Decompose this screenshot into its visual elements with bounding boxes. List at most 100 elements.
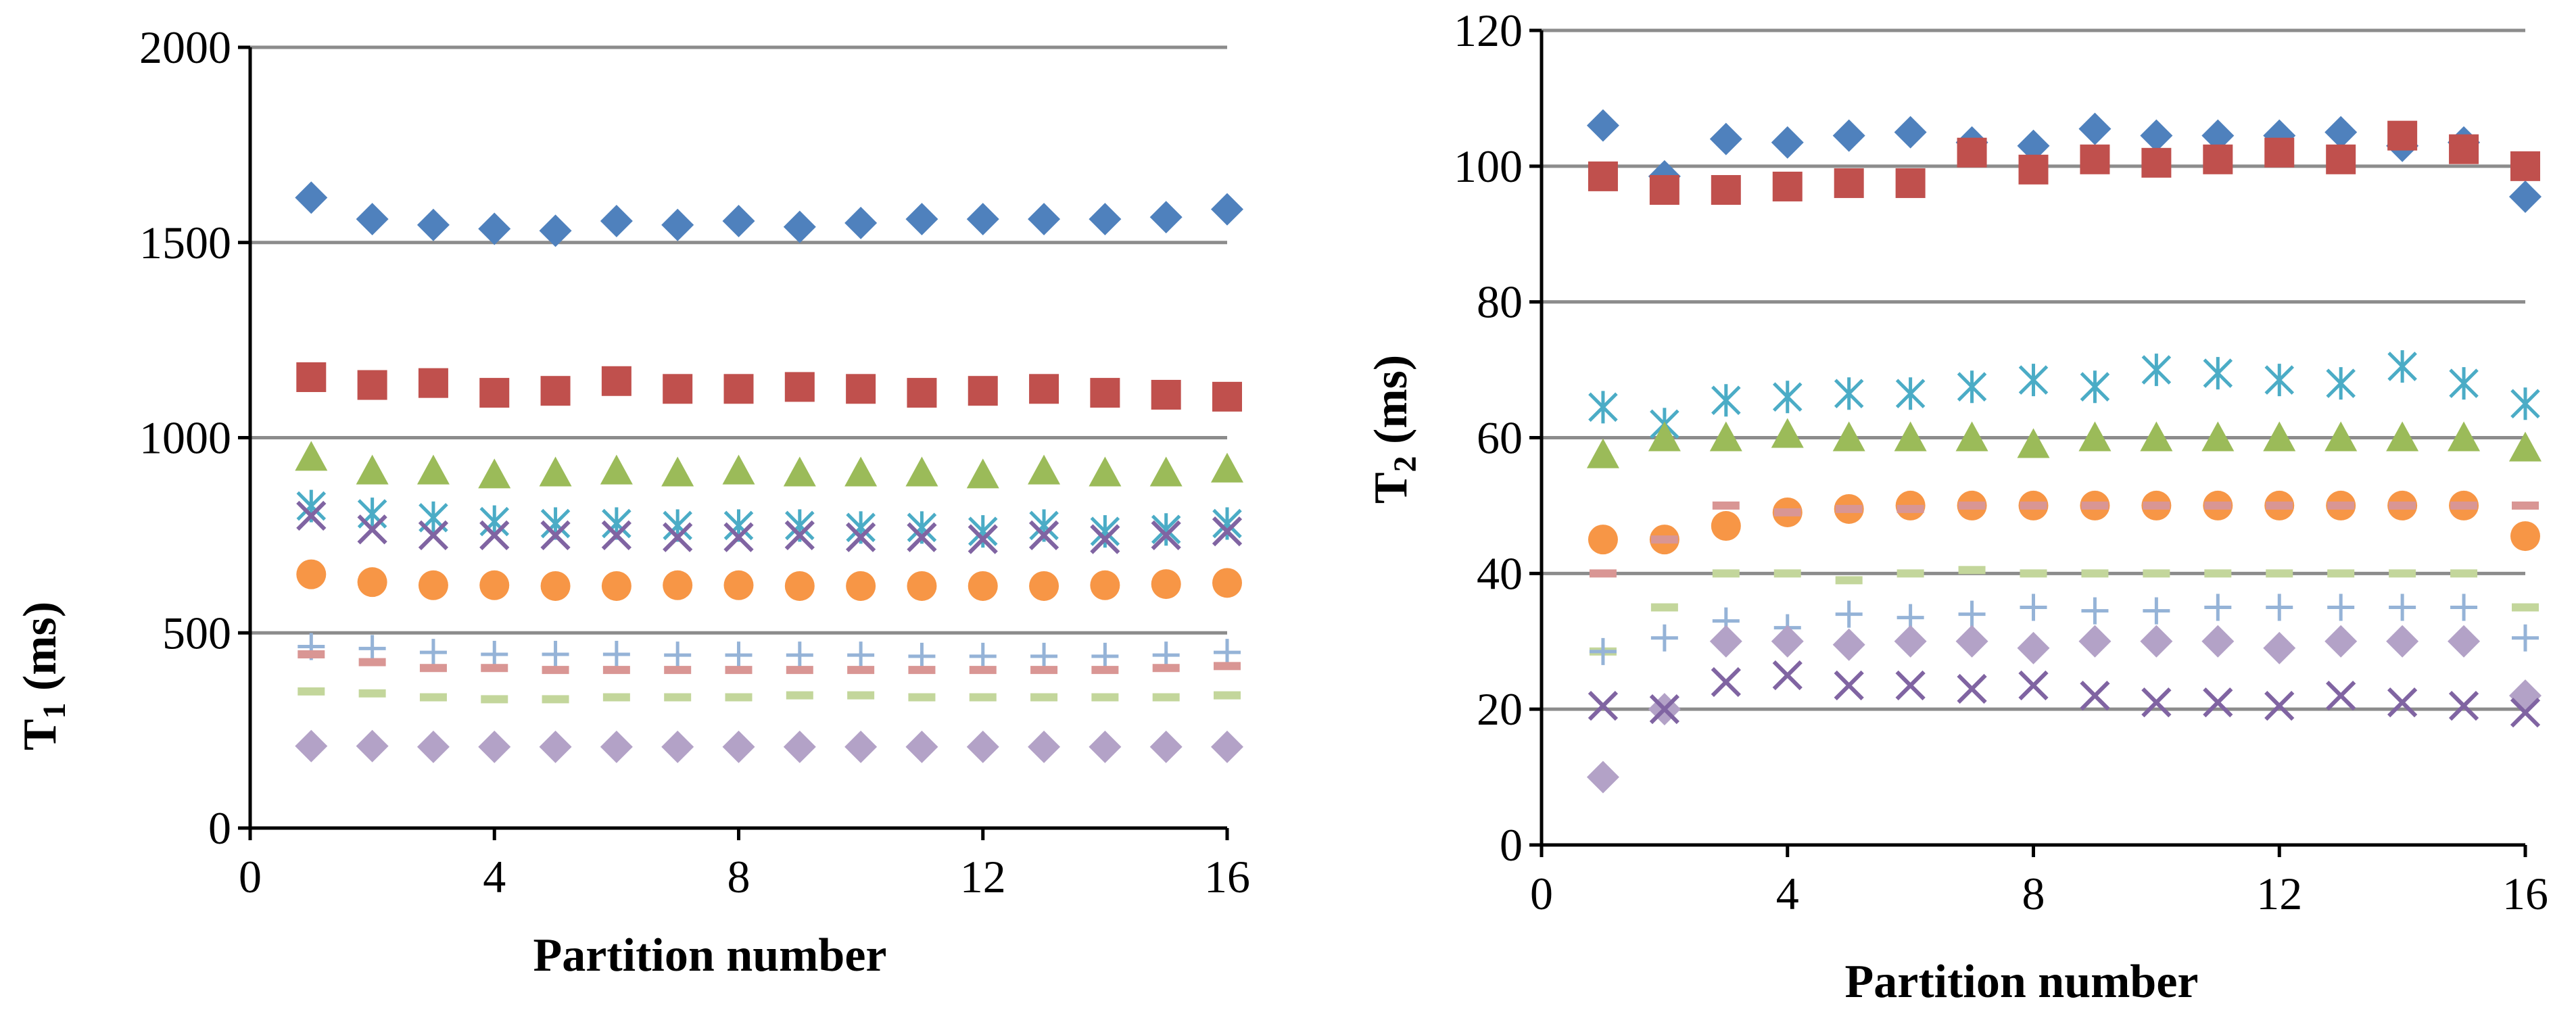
t2-point-triangle-green-11 [2201, 421, 2235, 452]
t2-point-dash-pink-11 [2204, 501, 2232, 510]
t1-point-square-red-5 [540, 376, 571, 406]
t2-point-plus-lightblue-15 [2450, 593, 2478, 621]
t2-point-star-cyan-3 [1711, 384, 1741, 417]
t1-y-tick-label-1000: 1000 [139, 412, 231, 464]
t2-point-plus-lightblue-16 [2512, 624, 2539, 652]
t2-point-diamond-blue-4 [1771, 126, 1804, 159]
t1-point-dash-lightgreen-14 [1091, 693, 1119, 702]
t1-point-dash-pink-9 [786, 666, 813, 675]
t2-point-square-red-9 [2080, 144, 2110, 174]
t1-point-x-purple-7 [663, 522, 693, 552]
t2-x-tick-label-12: 12 [2256, 868, 2302, 919]
t2-point-dash-lightgreen-5 [1835, 576, 1863, 585]
t1-point-diamond-blue-16 [1211, 193, 1243, 226]
t2-point-diamond-lavender-3 [1709, 625, 1742, 658]
t2-point-diamond-lavender-10 [2140, 625, 2173, 658]
t1-point-dash-pink-14 [1091, 666, 1119, 675]
t1-point-dash-lightgreen-11 [908, 693, 936, 702]
t2-point-plus-lightblue-9 [2081, 597, 2109, 625]
t2-point-circle-orange-1 [1588, 525, 1618, 555]
t1-point-triangle-green-14 [1089, 456, 1122, 487]
t1-point-square-red-14 [1090, 378, 1120, 408]
t2-point-diamond-lavender-8 [2017, 631, 2050, 664]
t1-point-circle-orange-13 [1029, 571, 1059, 601]
t2-point-dash-pink-16 [2512, 501, 2539, 510]
t2-x-tick-label-0: 0 [1530, 868, 1553, 919]
t2-point-plus-lightblue-12 [2266, 593, 2293, 621]
t2-point-diamond-blue-5 [1832, 119, 1865, 152]
t2-point-x-purple-12 [2264, 691, 2295, 721]
t2-point-dash-pink-12 [2266, 501, 2293, 510]
t1-y-axis-title-main: T [14, 719, 66, 750]
t1-point-diamond-lavender-7 [661, 730, 694, 763]
t1-point-plus-lightblue-11 [908, 642, 936, 670]
t1-point-circle-orange-2 [357, 567, 387, 598]
t1-point-plus-lightblue-4 [481, 641, 508, 669]
t1-point-dash-lightgreen-15 [1152, 693, 1180, 702]
t1-series-x-purple [296, 500, 1243, 554]
t1-point-triangle-green-2 [356, 454, 389, 485]
t1-point-x-purple-12 [968, 524, 998, 554]
t1-point-square-red-11 [907, 378, 937, 408]
t2-point-x-purple-11 [2203, 687, 2233, 718]
t2-x-tick-label-16: 16 [2502, 868, 2548, 919]
t1-point-dash-lightgreen-3 [419, 693, 447, 702]
t1-point-dash-lightgreen-10 [847, 691, 875, 700]
t1-series-square-red [296, 362, 1242, 412]
t2-point-diamond-blue-10 [2140, 119, 2173, 152]
t1-point-diamond-lavender-13 [1028, 730, 1061, 763]
t2-point-dash-pink-5 [1835, 504, 1863, 513]
t2-point-triangle-green-2 [1648, 421, 1681, 452]
t2-series-plus-lightblue [1589, 593, 2539, 665]
t1-point-dash-lightgreen-8 [725, 693, 753, 702]
t1-point-dash-pink-11 [908, 666, 936, 675]
t2-point-dash-lightgreen-4 [1773, 569, 1801, 578]
t2-point-diamond-lavender-15 [2448, 625, 2481, 658]
t2-point-dash-pink-8 [2020, 501, 2047, 510]
t2-point-plus-lightblue-8 [2020, 593, 2047, 621]
t1-point-diamond-blue-9 [783, 210, 816, 243]
t1-point-dash-lightgreen-7 [664, 693, 692, 702]
t2-point-square-red-15 [2449, 134, 2479, 164]
t2-point-x-purple-13 [2326, 680, 2356, 711]
t1-point-circle-orange-9 [784, 571, 815, 601]
t2-point-x-purple-16 [2510, 698, 2541, 728]
t1-point-triangle-green-16 [1211, 452, 1243, 483]
t2-point-triangle-green-10 [2140, 421, 2173, 452]
t2-point-dash-lightgreen-16 [2512, 603, 2539, 612]
t1-point-circle-orange-16 [1212, 568, 1242, 598]
t2-point-square-red-7 [1957, 137, 1987, 168]
t1-data-points [295, 181, 1243, 763]
t2-point-x-purple-15 [2448, 691, 2479, 721]
t2-point-square-red-4 [1772, 171, 1803, 201]
t2-x-tick-label-8: 8 [2022, 868, 2045, 919]
t2-point-diamond-blue-8 [2017, 129, 2050, 162]
t1-point-circle-orange-7 [663, 570, 693, 600]
t1-point-diamond-blue-6 [600, 204, 633, 237]
t2-point-square-red-14 [2387, 120, 2418, 151]
t1-point-circle-orange-12 [968, 571, 998, 601]
t2-point-triangle-green-15 [2448, 421, 2481, 452]
t2-point-dash-lightgreen-11 [2204, 569, 2232, 578]
t2-point-dash-pink-15 [2450, 501, 2478, 510]
t1-point-square-red-12 [968, 376, 998, 406]
t1-point-diamond-blue-3 [416, 208, 450, 241]
t2-point-x-purple-2 [1649, 694, 1680, 725]
t2-point-dash-lightgreen-6 [1897, 569, 1924, 578]
t2-point-dash-lightgreen-2 [1650, 603, 1678, 612]
t1-y-axis-title: T1 (ms) [14, 602, 72, 750]
t2-point-x-purple-10 [2141, 687, 2172, 718]
t2-series-dash-lightgreen [1589, 566, 2539, 656]
t1-point-diamond-lavender-5 [539, 730, 572, 763]
t2-point-diamond-blue-1 [1586, 109, 1619, 142]
t2-point-plus-lightblue-10 [2143, 597, 2170, 625]
t2-point-x-purple-3 [1711, 666, 1741, 698]
t1-point-star-cyan-3 [419, 501, 448, 534]
t1-point-dash-pink-6 [602, 666, 630, 675]
t1-point-circle-orange-14 [1090, 570, 1120, 600]
t2-point-diamond-lavender-7 [1955, 625, 1988, 658]
t2-point-square-red-11 [2203, 144, 2233, 174]
t2-y-tick-label-40: 40 [1477, 548, 1523, 599]
t1-point-diamond-lavender-16 [1211, 730, 1243, 763]
t1-point-star-cyan-12 [968, 515, 998, 548]
